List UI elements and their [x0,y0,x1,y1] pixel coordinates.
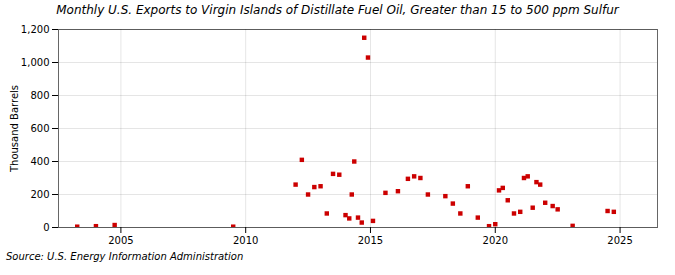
svg-text:800: 800 [30,90,49,101]
svg-text:2005: 2005 [108,235,133,246]
svg-text:400: 400 [30,156,49,167]
svg-text:600: 600 [30,123,49,134]
svg-text:2010: 2010 [233,235,258,246]
svg-text:200: 200 [30,189,49,200]
svg-text:1,000: 1,000 [21,57,50,68]
svg-text:Thousand Barrels: Thousand Barrels [9,85,20,173]
svg-text:2025: 2025 [607,235,632,246]
svg-text:2015: 2015 [358,235,383,246]
html-text:Source: U.S. Energy Informatio: Source: U.S. Energy Information Administ… [6,251,244,262]
html-text:Monthly U.S. Exports to Virgin: Monthly U.S. Exports to Virgin Islands o… [56,3,619,17]
svg-text:2020: 2020 [483,235,508,246]
svg-text:1,200: 1,200 [21,24,50,35]
svg-text:0: 0 [43,222,49,233]
